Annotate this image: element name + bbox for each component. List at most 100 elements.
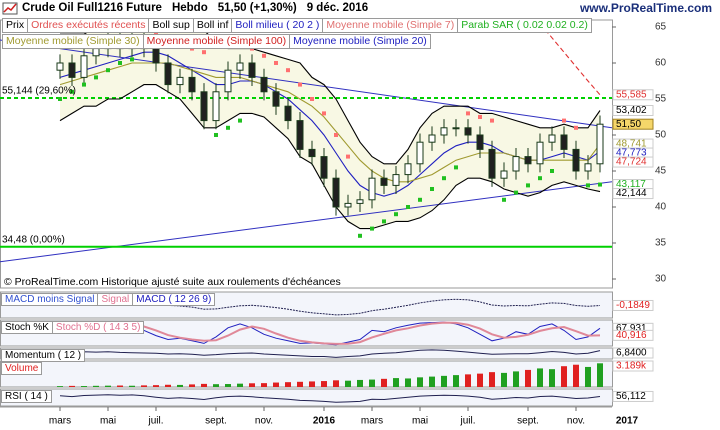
level-label: 34,48 (0,00%) xyxy=(2,234,65,245)
sar-dot xyxy=(334,132,338,137)
volume-bar xyxy=(405,378,411,387)
price-tag-label: 43,117 xyxy=(616,179,646,190)
sar-dot xyxy=(430,186,434,191)
value-tag xyxy=(612,390,654,402)
candle-body xyxy=(512,156,520,172)
legend-item[interactable]: Parab SAR ( 0.02 0.02 0.2) xyxy=(457,18,592,33)
x-tick-label: mai xyxy=(100,416,116,427)
indicator-line xyxy=(59,321,601,345)
price-tag xyxy=(612,118,654,130)
legend-item[interactable]: Boll milieu ( 20 2 ) xyxy=(231,18,324,33)
y-tick-label: 35 xyxy=(655,238,667,249)
sar-dot xyxy=(214,132,218,137)
value-tag xyxy=(612,360,654,372)
value-tag-label: 67,931 xyxy=(616,323,647,334)
legend-row: Stoch %K Stoch %D ( 14 3 5) xyxy=(1,321,145,334)
sar-dot xyxy=(358,233,362,238)
candle-body xyxy=(224,69,232,93)
volume-bar xyxy=(69,385,75,387)
price-tag-label: 47,724 xyxy=(616,157,647,168)
y-tick-label: 45 xyxy=(655,166,667,177)
legend-item[interactable]: Prix xyxy=(2,18,29,33)
volume-bar xyxy=(129,385,135,387)
trendline xyxy=(0,39,612,129)
legend-item[interactable]: Ordres exécutés récents xyxy=(27,18,150,33)
legend-item[interactable]: MACD ( 12 26 9) xyxy=(132,293,216,306)
legend-item[interactable]: Moyenne mobile (Simple 7) xyxy=(322,18,459,33)
sar-dot xyxy=(58,96,62,101)
legend-item[interactable]: Moyenne mobile (Simple 30) xyxy=(2,34,144,49)
legend-item[interactable]: Boll inf xyxy=(192,18,233,33)
volume-bar xyxy=(441,375,447,387)
legend-item[interactable]: Stoch %D ( 14 3 5) xyxy=(51,321,145,334)
legend-item[interactable]: MACD moins Signal xyxy=(1,293,99,306)
volume-bar xyxy=(213,384,219,387)
indicator-line xyxy=(59,349,601,358)
sar-dot xyxy=(82,82,86,87)
legend-item[interactable]: Signal xyxy=(97,293,134,306)
value-tag-label: 3.189k xyxy=(616,361,647,372)
legend-item[interactable]: Stoch %K xyxy=(1,321,53,334)
x-tick-label: sept. xyxy=(517,416,539,427)
site-link[interactable]: www.ProRealTime.com xyxy=(579,1,712,15)
date: 9 déc. 2016 xyxy=(306,2,369,14)
candle-body xyxy=(164,62,172,86)
x-tick-label: nov. xyxy=(255,416,273,427)
volume-bar xyxy=(525,369,531,387)
volume-bar xyxy=(141,385,147,387)
x-tick-label: juil. xyxy=(147,416,163,427)
candle-body xyxy=(200,91,208,122)
legend-item[interactable]: Moyenne mobile (Simple 20) xyxy=(289,34,431,49)
candle-body xyxy=(308,148,316,158)
sar-dot xyxy=(322,111,326,116)
candle-body xyxy=(284,105,292,122)
sar-dot xyxy=(118,60,122,65)
x-tick-label: nov. xyxy=(567,416,585,427)
candle-body xyxy=(176,76,184,86)
candle-body xyxy=(92,48,100,57)
sar-dot xyxy=(406,204,410,209)
trendline xyxy=(0,181,612,263)
sar-dot xyxy=(298,82,302,87)
volume-bar xyxy=(465,374,471,387)
volume-bar xyxy=(237,383,243,387)
candle-body xyxy=(68,62,76,78)
legend-item[interactable]: Boll sup xyxy=(148,18,194,33)
volume-bar xyxy=(201,383,207,387)
chart-icon xyxy=(3,3,17,13)
y-tick-label: 65 xyxy=(655,22,667,33)
volume-bar xyxy=(453,375,459,387)
indicator-line xyxy=(59,394,601,403)
x-tick-label: 2016 xyxy=(313,416,336,427)
sar-dot xyxy=(262,53,266,58)
candle-body xyxy=(524,156,532,165)
candle-body xyxy=(416,141,424,165)
volume-bar xyxy=(573,364,579,387)
candle-body xyxy=(152,48,160,64)
x-tick-label: mars xyxy=(361,416,383,427)
candle-body xyxy=(368,177,376,201)
legend-item[interactable]: Volume xyxy=(1,362,43,375)
volume-bar xyxy=(177,384,183,387)
sar-dot xyxy=(310,96,314,101)
volume-bar xyxy=(105,385,111,387)
value-tag-label: 56,112 xyxy=(616,391,646,402)
candle-body xyxy=(236,62,244,71)
price-tag-label: 48,741 xyxy=(616,139,647,150)
candle-body xyxy=(248,62,256,78)
sar-dot xyxy=(526,183,530,188)
volume-bar xyxy=(321,381,327,387)
volume-bar xyxy=(225,384,231,387)
sar-dot xyxy=(538,176,542,181)
legend-row: MACD moins Signal Signal MACD ( 12 26 9) xyxy=(1,293,216,306)
volume-bar xyxy=(429,376,435,387)
legend-item[interactable]: Moyenne mobile (Simple 100) xyxy=(142,34,291,49)
legend-item[interactable]: RSI ( 14 ) xyxy=(1,390,52,403)
volume-bar xyxy=(393,378,399,387)
legend-item[interactable]: Momentum ( 12 ) xyxy=(1,349,86,362)
candle-body xyxy=(488,148,496,179)
sar-dot xyxy=(550,168,554,173)
value-tag-label: 40,916 xyxy=(616,330,647,341)
